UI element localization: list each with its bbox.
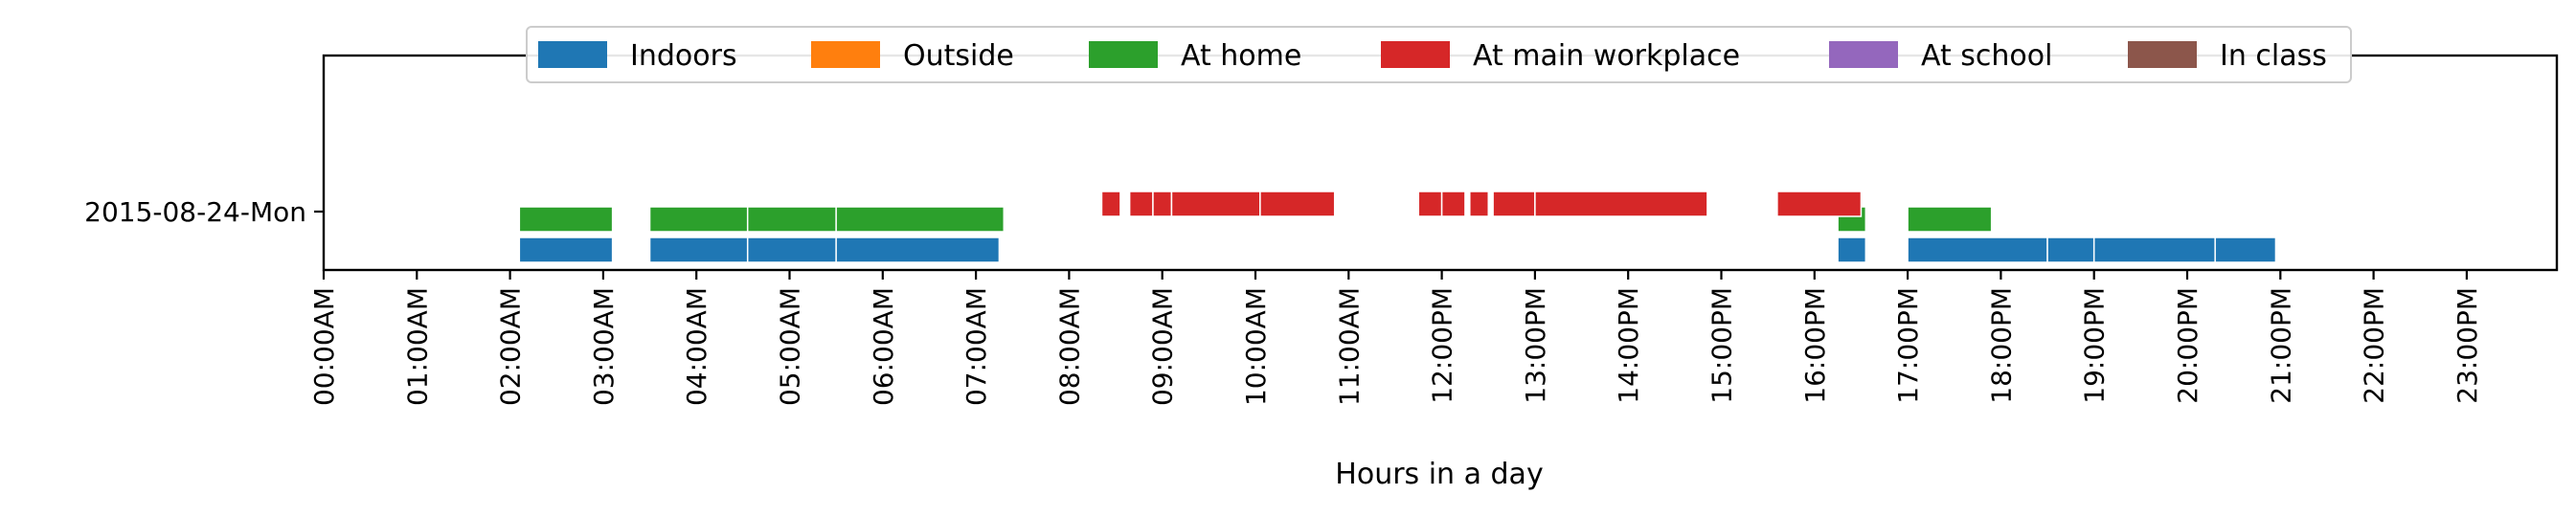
legend-swatch-at-school <box>1829 41 1898 68</box>
at-home-bar-3 <box>835 206 1006 233</box>
at-main-workplace-bar-9 <box>1534 191 1708 217</box>
x-tick-label: 17:00PM <box>1892 287 1924 404</box>
indoors-bar-6 <box>2046 236 2095 263</box>
legend-swatch-at-main-workplace <box>1381 41 1450 68</box>
legend-label-at-school: At school <box>1921 39 2052 73</box>
at-main-workplace-bar-10 <box>1776 191 1863 217</box>
at-main-workplace-bar-7 <box>1469 191 1490 217</box>
indoors-bar-1 <box>648 236 749 263</box>
x-tick-label: 08:00AM <box>1053 287 1085 406</box>
x-tick-label: 15:00PM <box>1706 287 1738 404</box>
at-main-workplace-bar-3 <box>1170 191 1261 217</box>
legend-swatch-indoors <box>538 41 607 68</box>
x-tick-label: 09:00AM <box>1147 287 1179 406</box>
x-tick-label: 20:00PM <box>2172 287 2203 404</box>
at-main-workplace-bar-4 <box>1259 191 1336 217</box>
legend-label-in-class: In class <box>2220 39 2327 73</box>
x-tick-label: 10:00AM <box>1240 287 1272 406</box>
x-tick-label: 00:00AM <box>308 287 340 406</box>
legend-label-indoors: Indoors <box>630 39 737 73</box>
legend-swatch-at-home <box>1089 41 1158 68</box>
x-tick-label: 16:00PM <box>1799 287 1831 404</box>
legend-label-at-main-workplace: At main workplace <box>1473 39 1740 73</box>
y-axis: 2015-08-24-Mon <box>84 196 324 228</box>
bars-layer <box>518 191 2277 263</box>
x-tick-label: 05:00AM <box>775 287 806 406</box>
x-tick-label: 22:00PM <box>2359 287 2390 404</box>
x-tick-label: 01:00AM <box>401 287 433 406</box>
x-tick-label: 13:00PM <box>1520 287 1551 404</box>
indoors-bar-3 <box>835 236 1001 263</box>
x-tick-label: 04:00AM <box>681 287 712 406</box>
x-tick-label: 11:00AM <box>1333 287 1365 406</box>
indoors-bar-5 <box>1907 236 2048 263</box>
y-tick-label: 2015-08-24-Mon <box>84 196 306 228</box>
x-tick-label: 07:00AM <box>960 287 992 406</box>
indoors-bar-2 <box>746 236 837 263</box>
at-main-workplace-bar-0 <box>1100 191 1121 217</box>
at-home-bar-5 <box>1907 206 1993 233</box>
at-home-bar-0 <box>518 206 614 233</box>
x-tick-label: 06:00AM <box>868 287 899 406</box>
indoors-bar-4 <box>1837 236 1867 263</box>
x-tick-label: 19:00PM <box>2079 287 2111 404</box>
x-axis: 00:00AM 01:00AM 02:00AM 03:00AM 04:00AM 05:00… <box>308 270 2483 406</box>
x-tick-label: 02:00AM <box>495 287 527 406</box>
at-home-bar-1 <box>648 206 749 233</box>
indoors-bar-0 <box>518 236 614 263</box>
legend-swatch-outside <box>811 41 880 68</box>
legend-swatch-in-class <box>2128 41 2197 68</box>
at-home-bar-2 <box>746 206 837 233</box>
x-tick-label: 14:00PM <box>1613 287 1644 404</box>
x-tick-label: 03:00AM <box>588 287 620 406</box>
at-main-workplace-bar-5 <box>1417 191 1443 217</box>
x-tick-label: 18:00PM <box>1985 287 2017 404</box>
x-tick-label: 23:00PM <box>2452 287 2483 404</box>
x-tick-label: 21:00PM <box>2265 287 2296 404</box>
x-tick-label: 12:00PM <box>1427 287 1458 404</box>
at-main-workplace-bar-8 <box>1492 191 1536 217</box>
indoors-bar-7 <box>2092 236 2216 263</box>
indoors-bar-8 <box>2214 236 2277 263</box>
at-main-workplace-bar-1 <box>1128 191 1154 217</box>
at-main-workplace-bar-2 <box>1152 191 1173 217</box>
legend-label-at-home: At home <box>1181 39 1301 73</box>
x-axis-title: Hours in a day <box>1335 458 1543 491</box>
legend: Indoors Outside At home At main workplace At… <box>526 26 2352 83</box>
at-main-workplace-bar-6 <box>1440 191 1466 217</box>
legend-label-outside: Outside <box>903 39 1014 73</box>
